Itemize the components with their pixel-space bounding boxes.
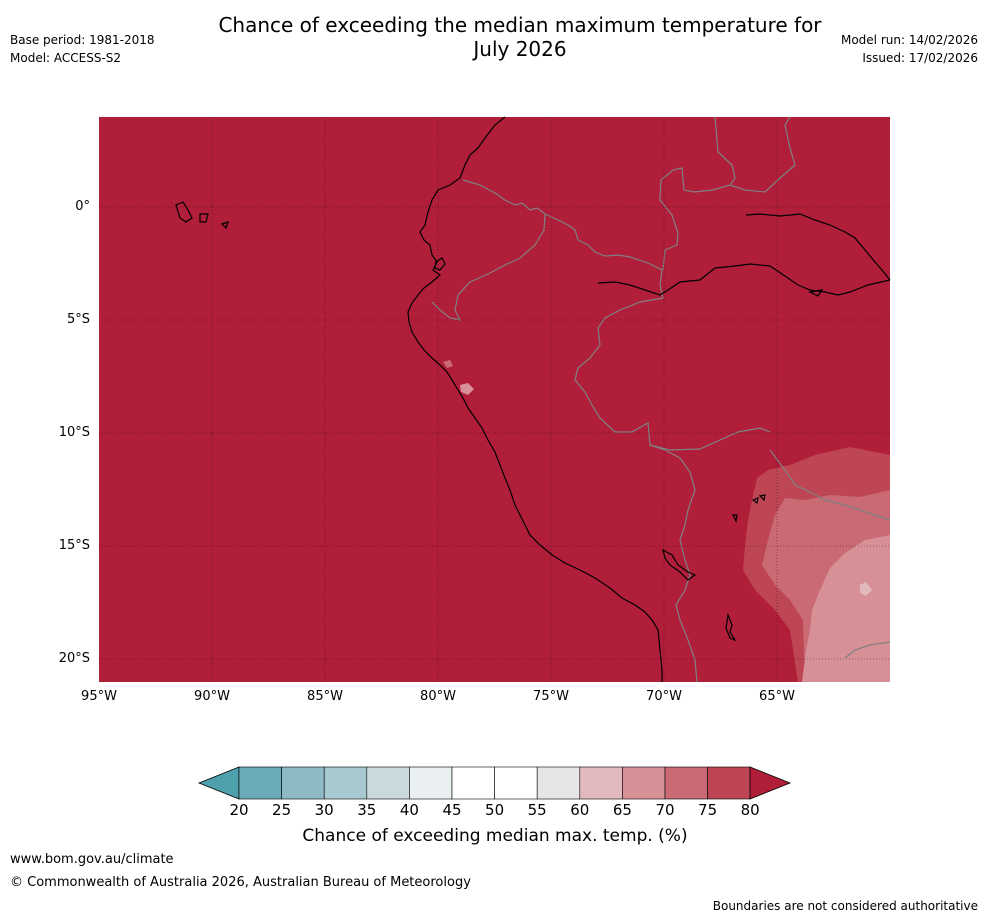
colorbar-box — [536, 766, 581, 800]
colorbar-tick-label: 30 — [314, 801, 334, 819]
lat-label-10s: 10°S — [58, 425, 90, 440]
colorbar-tick-label: 20 — [229, 801, 249, 819]
colorbar-tick-label: 55 — [527, 801, 547, 819]
model-name: Model: ACCESS-S2 — [10, 51, 122, 65]
lon-label-85w: 85°W — [307, 689, 343, 704]
graticule — [99, 117, 890, 682]
colorbar-tick-label: 70 — [655, 801, 675, 819]
lat-label-20s: 20°S — [58, 651, 90, 666]
model-run: Model run: 14/02/2026 — [840, 33, 978, 47]
colorbar-box — [451, 766, 495, 800]
colorbar-box — [707, 766, 751, 800]
issued-date: Issued: 17/02/2026 — [862, 51, 978, 65]
colorbar-boxes — [238, 766, 751, 800]
colorbar-box — [664, 766, 708, 800]
colorbar-tick-label: 50 — [485, 801, 505, 819]
chart-title: Chance of exceeding the median maximum t… — [150, 13, 890, 61]
zone-60-65-coast — [443, 360, 453, 368]
colorbar-box — [409, 766, 453, 800]
meta-right: Model run: 14/02/2026 Issued: 17/02/2026 — [841, 31, 978, 67]
colorbar-box — [366, 766, 410, 800]
colorbar-tick-label: 40 — [399, 801, 419, 819]
colorbar-under-triangle — [197, 766, 240, 800]
title-line-1: Chance of exceeding the median maximum t… — [218, 13, 822, 37]
colorbar-title: Chance of exceeding median max. temp. (%… — [302, 826, 688, 846]
lat-label-15s: 15°S — [58, 538, 90, 553]
colorbar-tick-label: 80 — [740, 801, 760, 819]
lon-label-80w: 80°W — [420, 689, 456, 704]
colorbar-tick-label: 45 — [442, 801, 462, 819]
colorbar-box — [622, 766, 666, 800]
coastlines — [175, 116, 891, 682]
zone-60-65 — [860, 582, 872, 596]
title-line-2: July 2026 — [473, 37, 567, 61]
boundaries-disclaimer: Boundaries are not considered authoritat… — [712, 899, 978, 913]
footer-url: www.bom.gov.au/climate — [10, 852, 174, 867]
colorbar-box — [238, 766, 282, 800]
lon-label-95w: 95°W — [81, 689, 117, 704]
country-boundaries — [431, 116, 891, 683]
colorbar-tick-label: 65 — [612, 801, 632, 819]
colorbar-tick-label: 75 — [698, 801, 718, 819]
colorbar-over-triangle — [749, 766, 792, 800]
colorbar-box — [323, 766, 368, 800]
lon-label-90w: 90°W — [194, 689, 230, 704]
colorbar-box — [494, 766, 538, 800]
zone-60-65-north — [460, 383, 474, 395]
lon-label-65w: 65°W — [759, 689, 795, 704]
colorbar-tick-label: 35 — [357, 801, 377, 819]
lon-label-70w: 70°W — [646, 689, 682, 704]
meta-left: Base period: 1981-2018 Model: ACCESS-S2 — [10, 31, 155, 67]
colorbar-box — [579, 766, 623, 800]
lon-label-75w: 75°W — [533, 689, 569, 704]
lat-label-0: 0° — [75, 199, 90, 214]
lat-label-5s: 5°S — [66, 312, 90, 327]
colorbar-box — [281, 766, 325, 800]
colorbar-tick-label: 60 — [570, 801, 590, 819]
base-period: Base period: 1981-2018 — [10, 33, 155, 47]
colorbar-tick-label: 25 — [272, 801, 292, 819]
footer-copyright: © Commonwealth of Australia 2026, Austra… — [10, 875, 471, 890]
